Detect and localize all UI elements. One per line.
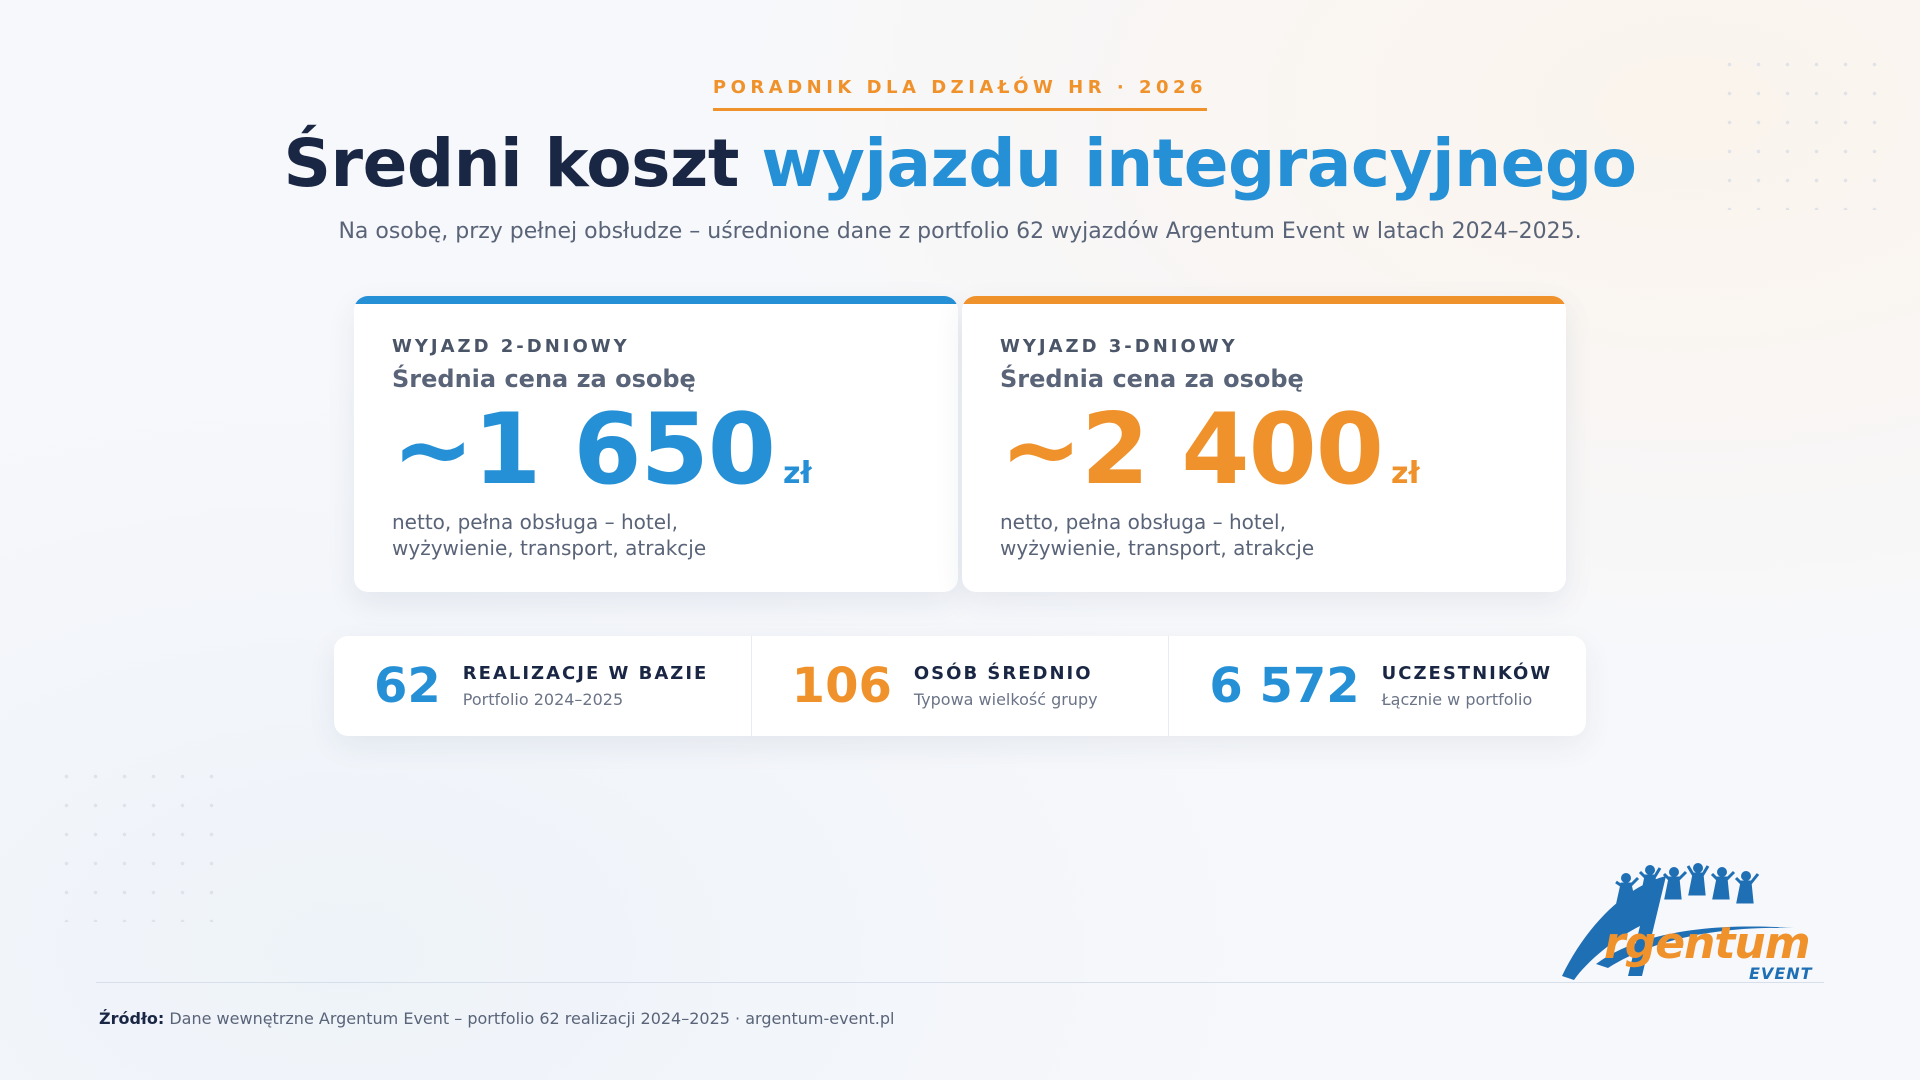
stat-realizations: 62 REALIZACJE W BAZIE Portfolio 2024–202… (334, 636, 751, 736)
price-card-3-day: WYJAZD 3-DNIOWY Średnia cena za osobę ~2… (962, 296, 1566, 592)
stats-bar: 62 REALIZACJE W BAZIE Portfolio 2024–202… (334, 636, 1586, 736)
stat-average-group: 106 OSÓB ŚREDNIO Typowa wielkość grupy (750, 636, 1169, 736)
eyebrow-text: PORADNIK DLA DZIAŁÓW HR · 2026 (712, 77, 1208, 111)
stat-value: 6 572 (1209, 658, 1360, 714)
price-card-2-day: WYJAZD 2-DNIOWY Średnia cena za osobę ~1… (354, 296, 958, 592)
card-note: netto, pełna obsługa – hotel, wyżywienie… (392, 510, 707, 560)
stat-title: OSÓB ŚREDNIO (913, 663, 1093, 684)
decorative-dots-top-right (1715, 50, 1895, 210)
stat-title: UCZESTNIKÓW (1381, 663, 1553, 684)
stat-value: 62 (374, 658, 441, 714)
card-note: netto, pełna obsługa – hotel, wyżywienie… (1000, 510, 1315, 560)
footer-divider (96, 982, 1824, 983)
stat-participants: 6 572 UCZESTNIKÓW Łącznie w portfolio (1168, 636, 1586, 736)
eyebrow: PORADNIK DLA DZIAŁÓW HR · 2026 (0, 77, 1920, 111)
stat-subtitle: Portfolio 2024–2025 (462, 690, 624, 709)
card-kicker: WYJAZD 3-DNIOWY (1000, 336, 1238, 357)
argentum-logo-icon (1562, 863, 1794, 980)
source-label: Źródło: (99, 1009, 165, 1028)
price-unit: zł (1391, 456, 1420, 491)
stat-value: 106 (791, 658, 892, 714)
logo-brand-text: rgentum (1604, 918, 1811, 969)
stat-text: REALIZACJE W BAZIE Portfolio 2024–2025 (463, 663, 709, 709)
decorative-dots-bottom-left (52, 762, 222, 922)
price-value: ~2 400 (1000, 393, 1384, 507)
card-price: ~2 400 zł (1000, 397, 1528, 503)
price-value: ~1 650 (392, 393, 776, 507)
stat-title: REALIZACJE W BAZIE (462, 663, 709, 684)
source-note: Źródło: Dane wewnętrzne Argentum Event –… (99, 1009, 894, 1028)
source-text: Dane wewnętrzne Argentum Event – portfol… (164, 1009, 895, 1028)
stat-text: OSÓB ŚREDNIO Typowa wielkość grupy (914, 663, 1098, 709)
card-price: ~1 650 zł (392, 397, 920, 503)
stat-text: UCZESTNIKÓW Łącznie w portfolio (1382, 663, 1552, 709)
stat-subtitle: Typowa wielkość grupy (913, 690, 1098, 709)
stat-subtitle: Łącznie w portfolio (1381, 690, 1533, 709)
price-unit: zł (783, 456, 812, 491)
page-title: Średni koszt wyjazdu integracyjnego (0, 125, 1920, 202)
card-label: Średnia cena za osobę (392, 365, 696, 393)
page-subtitle: Na osobę, przy pełnej obsłudze – uśredni… (338, 219, 1582, 244)
card-label: Średnia cena za osobę (1000, 365, 1304, 393)
card-kicker: WYJAZD 2-DNIOWY (392, 336, 630, 357)
title-accent: wyjazdu integracyjnego (761, 125, 1637, 202)
logo-sub-text: EVENT (1749, 964, 1813, 983)
title-main: Średni koszt (283, 125, 762, 202)
